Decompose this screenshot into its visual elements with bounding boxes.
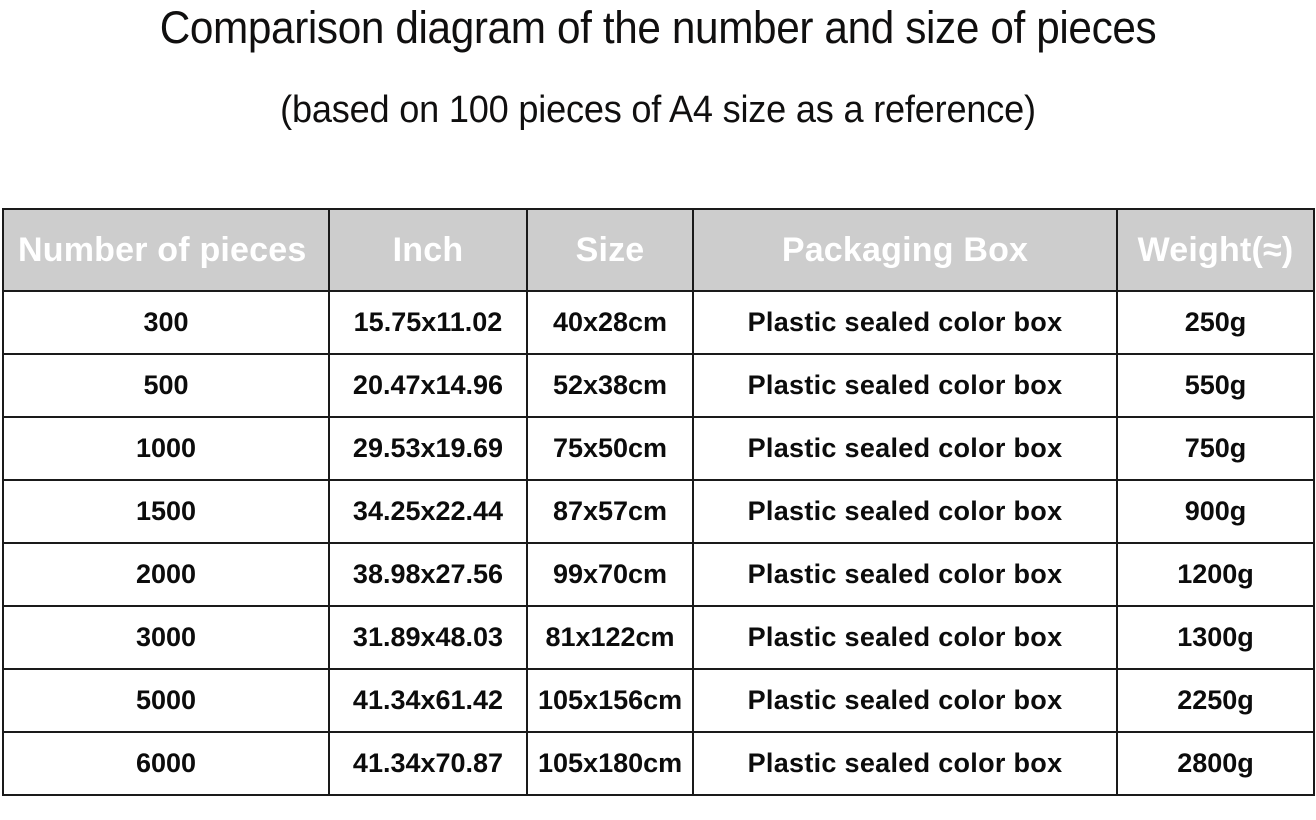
table-row: 500 20.47x14.96 52x38cm Plastic sealed colo…: [2, 353, 1315, 418]
table-row: 6000 41.34x70.87 105x180cm Plastic sealed c…: [2, 731, 1315, 796]
cell-inch: 20.47x14.96: [328, 353, 528, 418]
cell-size: 105x156cm: [526, 668, 694, 733]
cell-size: 75x50cm: [526, 416, 694, 481]
cell-weight: 1200g: [1116, 542, 1315, 607]
cell-packaging-box: Plastic sealed color box: [692, 353, 1118, 418]
cell-number-of-pieces: 500: [2, 353, 330, 418]
table-header: Number of pieces Inch Size Packaging Box…: [2, 208, 1315, 292]
cell-packaging-box: Plastic sealed color box: [692, 416, 1118, 481]
title-block: Comparison diagram of the number and siz…: [0, 0, 1316, 132]
table-row: 1500 34.25x22.44 87x57cm Plastic sealed col…: [2, 479, 1315, 544]
spec-table-container: Number of pieces Inch Size Packaging Box…: [2, 208, 1315, 796]
cell-number-of-pieces: 2000: [2, 542, 330, 607]
cell-weight: 750g: [1116, 416, 1315, 481]
table-header-row: Number of pieces Inch Size Packaging Box…: [2, 208, 1315, 292]
cell-packaging-box: Plastic sealed color box: [692, 731, 1118, 796]
cell-packaging-box: Plastic sealed color box: [692, 542, 1118, 607]
cell-size: 87x57cm: [526, 479, 694, 544]
cell-weight: 2800g: [1116, 731, 1315, 796]
cell-inch: 29.53x19.69: [328, 416, 528, 481]
cell-inch: 15.75x11.02: [328, 290, 528, 355]
cell-size: 81x122cm: [526, 605, 694, 670]
cell-inch: 38.98x27.56: [328, 542, 528, 607]
cell-weight: 900g: [1116, 479, 1315, 544]
cell-inch: 41.34x61.42: [328, 668, 528, 733]
table-row: 5000 41.34x61.42 105x156cm Plastic sealed c…: [2, 668, 1315, 733]
page-title: Comparison diagram of the number and siz…: [159, 2, 1157, 53]
table-row: 1000 29.53x19.69 75x50cm Plastic sealed col…: [2, 416, 1315, 481]
cell-number-of-pieces: 6000: [2, 731, 330, 796]
cell-number-of-pieces: 1500: [2, 479, 330, 544]
table-body: 300 15.75x11.02 40x28cm Plastic sealed colo…: [2, 290, 1315, 796]
column-header-inch: Inch: [328, 208, 528, 292]
column-header-size: Size: [526, 208, 694, 292]
cell-weight: 1300g: [1116, 605, 1315, 670]
page-subtitle: (based on 100 pieces of A4 size as a ref…: [280, 89, 1036, 131]
cell-size: 99x70cm: [526, 542, 694, 607]
cell-inch: 34.25x22.44: [328, 479, 528, 544]
cell-number-of-pieces: 1000: [2, 416, 330, 481]
cell-number-of-pieces: 300: [2, 290, 330, 355]
table-row: 3000 31.89x48.03 81x122cm Plastic sealed co…: [2, 605, 1315, 670]
cell-packaging-box: Plastic sealed color box: [692, 605, 1118, 670]
cell-size: 52x38cm: [526, 353, 694, 418]
cell-packaging-box: Plastic sealed color box: [692, 668, 1118, 733]
table-row: 300 15.75x11.02 40x28cm Plastic sealed colo…: [2, 290, 1315, 355]
cell-weight: 550g: [1116, 353, 1315, 418]
cell-inch: 41.34x70.87: [328, 731, 528, 796]
column-header-packaging-box: Packaging Box: [692, 208, 1118, 292]
cell-number-of-pieces: 3000: [2, 605, 330, 670]
column-header-weight: Weight(≈): [1116, 208, 1315, 292]
spec-table: Number of pieces Inch Size Packaging Box…: [2, 208, 1315, 796]
table-row: 2000 38.98x27.56 99x70cm Plastic sealed col…: [2, 542, 1315, 607]
cell-weight: 2250g: [1116, 668, 1315, 733]
cell-packaging-box: Plastic sealed color box: [692, 479, 1118, 544]
cell-weight: 250g: [1116, 290, 1315, 355]
cell-inch: 31.89x48.03: [328, 605, 528, 670]
cell-packaging-box: Plastic sealed color box: [692, 290, 1118, 355]
cell-size: 40x28cm: [526, 290, 694, 355]
cell-number-of-pieces: 5000: [2, 668, 330, 733]
column-header-number-of-pieces: Number of pieces: [2, 208, 330, 292]
cell-size: 105x180cm: [526, 731, 694, 796]
